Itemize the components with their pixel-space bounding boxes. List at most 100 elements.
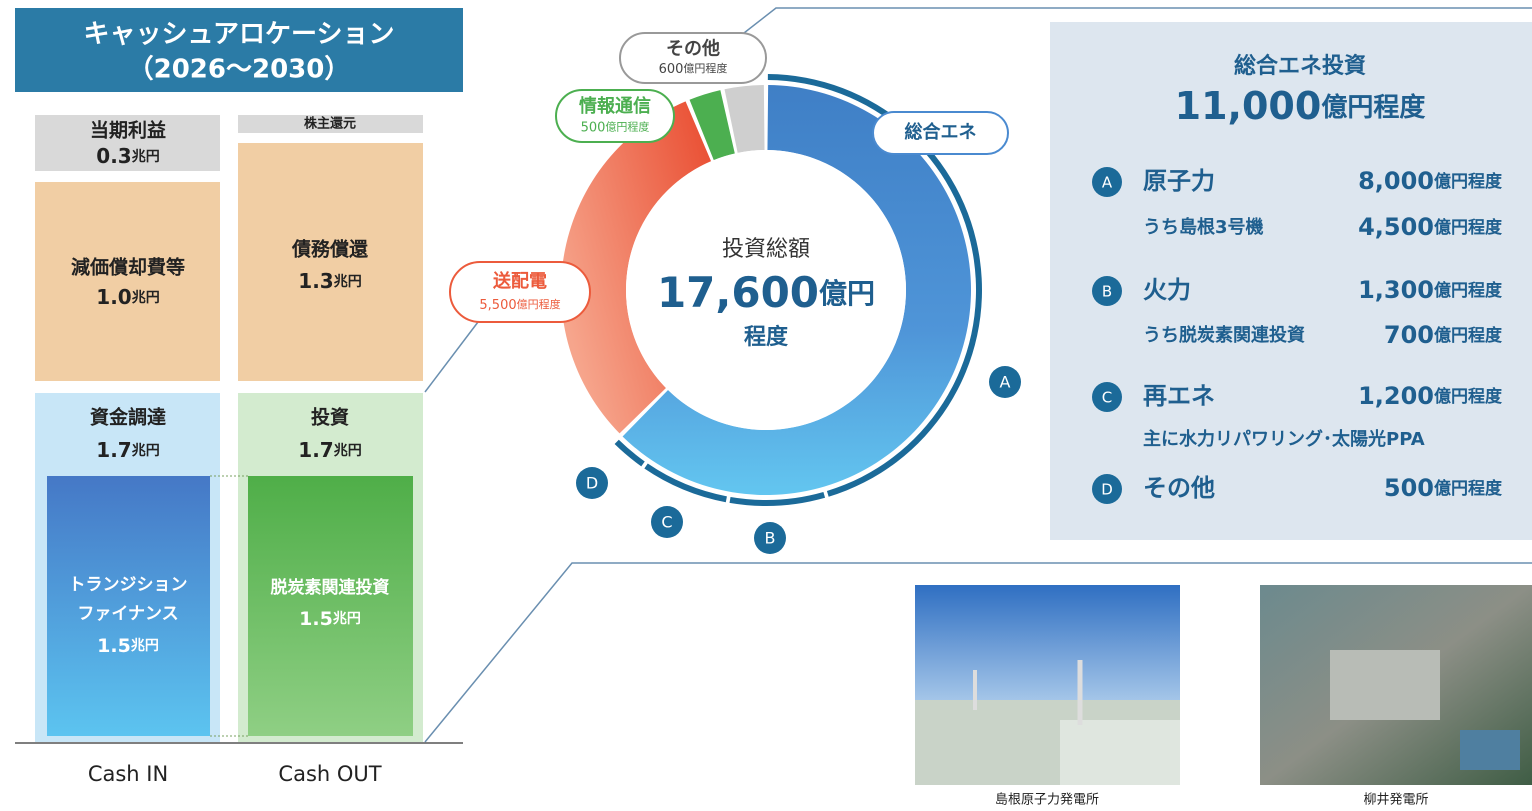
callout <box>555 89 675 143</box>
item-name: 原子力 <box>1143 167 1215 195</box>
block <box>35 115 220 171</box>
item-value: 8,000億円程度 <box>1358 167 1503 195</box>
badge-letter: D <box>586 474 598 493</box>
value: 1,200 <box>1358 382 1434 410</box>
callout-value: 5,500億円程度 <box>479 297 560 313</box>
unit: 億円程度 <box>1434 280 1503 301</box>
badge <box>576 467 608 499</box>
donut-segment <box>724 85 765 153</box>
label: 株主還元 <box>304 116 356 132</box>
unit: 億円程度 <box>683 61 727 75</box>
photo-building <box>1060 720 1180 785</box>
unit: 億円 <box>819 277 875 310</box>
item-name: 再エネ <box>1143 382 1215 410</box>
amount: 1.3兆円 <box>298 269 361 293</box>
inner-block <box>47 476 210 736</box>
label: 脱炭素関連投資 <box>271 577 390 598</box>
unit: 億円程度 <box>1434 325 1503 346</box>
unit: 億円程度 <box>1434 217 1503 238</box>
item-value: 500億円程度 <box>1384 474 1503 502</box>
badge-letter: D <box>1101 481 1113 499</box>
unit: 億円程度 <box>517 297 561 311</box>
label: ファイナンス <box>77 604 178 624</box>
badge-letter: B <box>1102 283 1112 301</box>
badge <box>651 506 683 538</box>
callout <box>872 111 1009 155</box>
sub-value: 4,500億円程度 <box>1358 213 1503 241</box>
value: 4,500 <box>1358 213 1434 241</box>
callout-name: 情報通信 <box>579 95 651 117</box>
badge-letter: C <box>1102 389 1112 407</box>
value: 500 <box>581 120 606 135</box>
label: 資金調達 <box>90 406 166 429</box>
center-label: 投資総額 <box>722 237 810 262</box>
label: トランジション <box>69 575 188 595</box>
panel-title: 総合エネ投資 <box>1234 53 1366 79</box>
value: 700 <box>1384 321 1434 349</box>
callout-value: 500億円程度 <box>581 119 650 135</box>
connector <box>424 321 479 393</box>
photo-pond <box>1460 730 1520 770</box>
center-suffix: 程度 <box>744 324 789 350</box>
ring-arc <box>644 463 727 503</box>
label: 当期利益 <box>90 119 166 142</box>
amount: 1.7兆円 <box>96 438 159 462</box>
item-name: 火力 <box>1143 276 1191 304</box>
unit: 億円程度 <box>1434 478 1503 499</box>
callout <box>449 261 591 323</box>
badge <box>1092 474 1122 504</box>
title: （2026〜2030） <box>128 55 351 85</box>
badge <box>1092 276 1122 306</box>
badge <box>989 366 1021 398</box>
axis-label: Cash OUT <box>278 762 381 786</box>
donut-segment <box>689 90 735 161</box>
badge <box>1092 382 1122 412</box>
amount: 1.5兆円 <box>299 608 361 630</box>
photo-building <box>1330 650 1440 720</box>
value: 5,500 <box>479 298 516 313</box>
sub-name: うち島根3号機 <box>1143 216 1264 238</box>
ring-arc <box>614 439 645 467</box>
value: 8,000 <box>1358 167 1434 195</box>
sub-name: 主に水力リパワリング･太陽光PPA <box>1143 428 1425 450</box>
amount: 0.3兆円 <box>96 144 159 168</box>
inner-block <box>248 476 413 736</box>
donut-segment <box>560 101 712 434</box>
connector <box>734 7 1532 41</box>
item-name: その他 <box>1143 474 1215 502</box>
caption: 柳井発電所 <box>1363 793 1428 808</box>
badge-letter: A <box>1000 373 1011 392</box>
value: 600 <box>659 62 684 77</box>
badge-letter: B <box>765 529 776 548</box>
title-box <box>15 8 463 92</box>
item-value: 1,200億円程度 <box>1358 382 1503 410</box>
amount: 1.5兆円 <box>97 635 159 657</box>
badge-letter: A <box>1102 174 1113 192</box>
callout-value: 600億円程度 <box>659 61 728 77</box>
badge <box>754 522 786 554</box>
unit: 億円程度 <box>1434 386 1503 407</box>
sub-value: 700億円程度 <box>1384 321 1503 349</box>
callout <box>619 32 767 84</box>
caption: 島根原子力発電所 <box>995 793 1099 808</box>
donut-chart: 投資総額17,600億円程度総合エネ送配電5,500億円程度情報通信500億円程… <box>449 32 1503 554</box>
block <box>35 182 220 381</box>
panel <box>1050 22 1532 540</box>
sub-name: うち脱炭素関連投資 <box>1143 324 1305 346</box>
label: 債務償還 <box>291 238 369 261</box>
center-amount: 17,600億円 <box>657 268 875 317</box>
block <box>238 143 423 381</box>
donut-segment <box>622 85 972 496</box>
unit: 億円程度 <box>605 119 649 133</box>
label: 投資 <box>311 406 349 429</box>
item-value: 1,300億円程度 <box>1358 276 1503 304</box>
value: 1,300 <box>1358 276 1434 304</box>
unit: 億円程度 <box>1434 171 1503 192</box>
callout-name: その他 <box>666 38 720 60</box>
ring-arc <box>729 492 826 506</box>
axis-label: Cash IN <box>88 762 168 786</box>
callout-name: 総合エネ <box>905 121 977 143</box>
panel-amount: 11,000億円程度 <box>1175 84 1426 128</box>
block <box>238 115 423 133</box>
